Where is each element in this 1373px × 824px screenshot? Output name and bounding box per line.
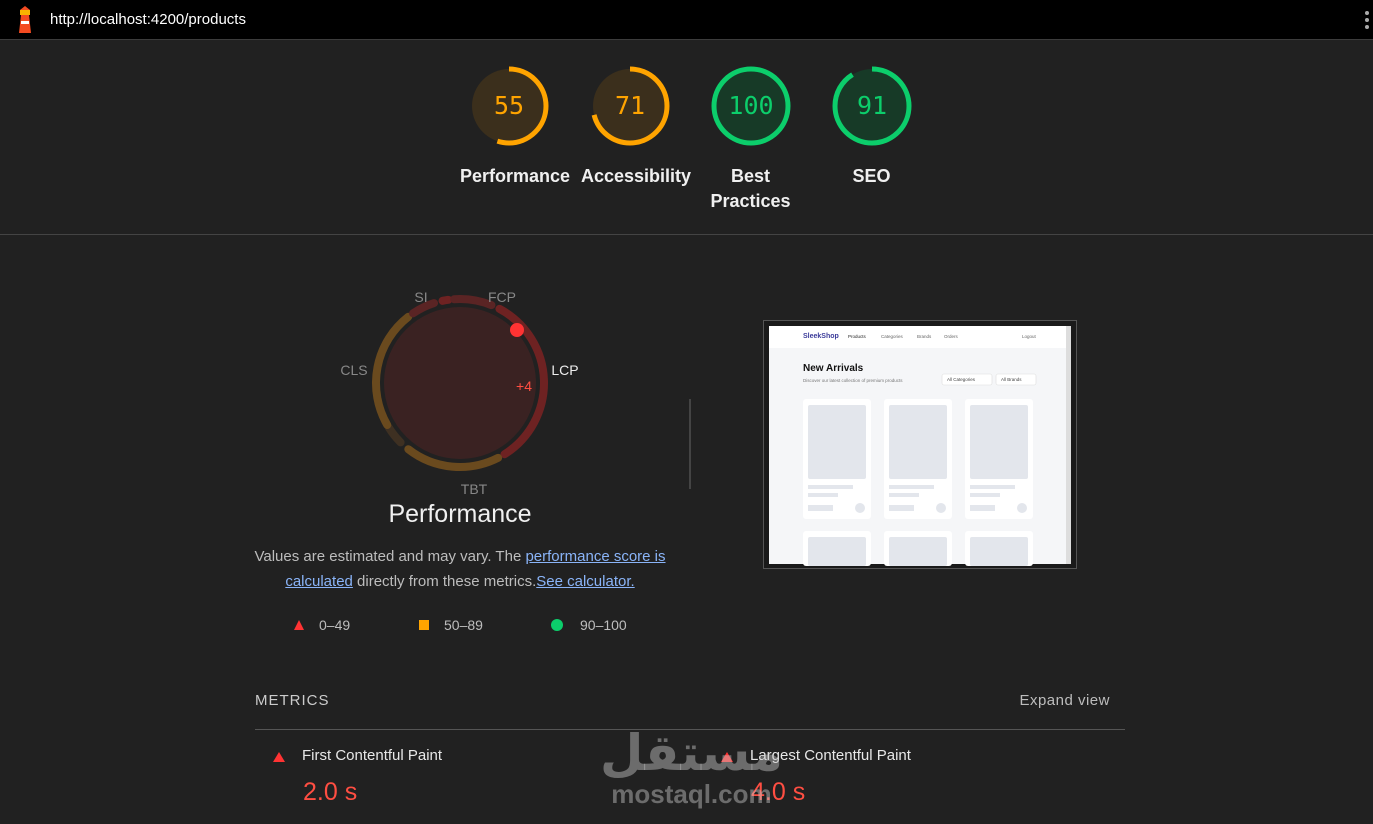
url[interactable]: http://localhost:4200/products xyxy=(50,11,246,28)
gauge: 91 xyxy=(832,66,911,146)
card-dot xyxy=(936,503,946,513)
gauge-score: 100 xyxy=(728,91,773,120)
divider xyxy=(0,234,1373,235)
nav-item: Products xyxy=(848,334,867,339)
category-label: SEO xyxy=(852,166,891,186)
link[interactable]: See calculator. xyxy=(536,573,635,590)
metric-label: FCP xyxy=(488,289,516,305)
card-image xyxy=(889,537,947,566)
lighthouse-icon xyxy=(19,6,31,33)
metric-segment xyxy=(404,445,503,471)
metrics-heading: METRICS xyxy=(255,692,330,709)
card-line xyxy=(889,493,919,497)
separator xyxy=(689,399,691,489)
lcp-annotation: +4 xyxy=(516,378,532,394)
metric-segment xyxy=(384,423,405,447)
gauge-inner xyxy=(384,307,536,459)
metric-segment xyxy=(495,304,548,459)
menu-button[interactable] xyxy=(1365,11,1369,32)
card-image xyxy=(889,405,947,479)
lcp-marker xyxy=(510,323,524,337)
gauge-arc xyxy=(832,66,911,146)
metric-segments xyxy=(372,295,548,471)
gauge-score: 71 xyxy=(614,91,644,120)
legend-fail: 0–49 xyxy=(293,617,350,633)
metric-value: 4.0 s xyxy=(751,778,806,806)
category-gauges: 55 Performance 71 Accessibility 100 Best Prac… xyxy=(448,62,932,222)
gauge-arc xyxy=(469,66,548,146)
metric-label: First Contentful Paint xyxy=(302,747,443,764)
legend-pass: 90–100 xyxy=(550,617,627,633)
card-line xyxy=(889,485,934,489)
gauge-track xyxy=(592,69,667,143)
metric-segment xyxy=(372,312,413,429)
final-screenshot: SleekShop Products Categories Brands Ord… xyxy=(763,320,1077,569)
brand: SleekShop xyxy=(803,333,839,340)
nav-item: Categories xyxy=(881,334,904,339)
card-image xyxy=(808,405,866,479)
nav-item: Brands xyxy=(917,334,932,339)
expand-toggle[interactable]: Expand view xyxy=(1019,692,1110,709)
card-line xyxy=(808,505,833,511)
card-line xyxy=(970,485,1015,489)
legend-label: 0–49 xyxy=(319,617,351,633)
legend-label: 90–100 xyxy=(580,617,627,633)
gauge: 55 xyxy=(469,66,548,146)
link[interactable]: performance score is calculated xyxy=(285,548,666,590)
category-gauge[interactable]: 71 Accessibility xyxy=(569,62,692,189)
note-text: Values are estimated and may vary. The xyxy=(254,548,526,565)
category-label: Accessibility xyxy=(581,166,692,186)
metric-segment xyxy=(450,295,496,310)
metric-label: Largest Contentful Paint xyxy=(750,747,911,764)
note-text: directly from these metrics. xyxy=(352,573,537,590)
metric: Largest Contentful Paint 4.0 s xyxy=(703,747,911,807)
legend-label: 50–89 xyxy=(444,617,483,633)
category-label: Best Practices xyxy=(710,166,791,211)
screenshot-image: SleekShop Products Categories Brands Ord… xyxy=(769,326,1071,566)
divider xyxy=(255,729,1125,730)
gauge-arc xyxy=(590,66,669,146)
category-gauge[interactable]: 100 Best Practices xyxy=(690,62,811,214)
card-image xyxy=(808,537,866,566)
gauge: 100 xyxy=(711,66,790,146)
address-bar: http://localhost:4200/products xyxy=(0,0,1373,40)
filter: All Categories xyxy=(947,377,976,382)
card-dot xyxy=(1017,503,1027,513)
card-dot xyxy=(855,503,865,513)
legend-average: 50–89 xyxy=(418,617,483,633)
card-line xyxy=(970,493,1000,497)
gauge-score: 55 xyxy=(493,91,523,120)
metric-segment xyxy=(438,295,453,305)
gauge-track xyxy=(834,69,909,143)
card-image xyxy=(970,405,1028,479)
card-line xyxy=(970,505,995,511)
metric-segment xyxy=(409,299,439,318)
card-line xyxy=(808,485,853,489)
gauge-arc xyxy=(711,66,790,146)
metric-label: TBT xyxy=(461,481,488,497)
metric-label: LCP xyxy=(551,362,578,378)
gauge-track xyxy=(471,69,546,143)
gauge: 71 xyxy=(590,66,669,146)
gauge-score: 91 xyxy=(856,91,886,120)
card-line xyxy=(889,505,914,511)
category-label: Performance xyxy=(460,166,571,186)
metric-label: SI xyxy=(414,289,427,305)
metric-label: CLS xyxy=(340,362,367,378)
card-line xyxy=(808,493,838,497)
category-gauge[interactable]: 91 SEO xyxy=(811,62,932,189)
heading: New Arrivals xyxy=(803,363,864,374)
score-note: Values are estimated and may vary. The p… xyxy=(250,544,670,594)
subheading: Discover our latest collection of premiu… xyxy=(803,378,903,383)
gauge-track xyxy=(713,69,788,143)
metric: First Contentful Paint 2.0 s xyxy=(255,747,442,807)
card-image xyxy=(970,537,1028,566)
metric-value: 2.0 s xyxy=(303,778,358,806)
category-gauge[interactable]: 55 Performance xyxy=(448,62,571,189)
filter: All Brands xyxy=(1001,377,1022,382)
nav-item: Orders xyxy=(944,334,959,339)
nav-item: Logout xyxy=(1022,334,1037,339)
performance-title: Performance xyxy=(388,500,531,528)
